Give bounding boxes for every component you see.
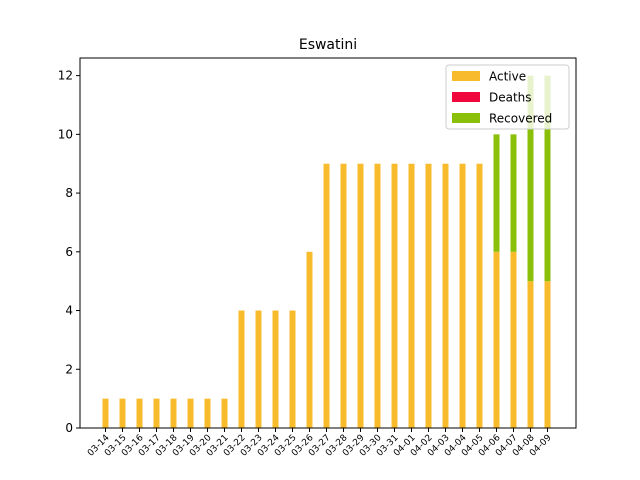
y-tick-label: 10	[58, 127, 73, 141]
bar-active-03-25	[289, 310, 296, 428]
legend-swatch-active	[452, 71, 480, 81]
bar-active-03-14	[102, 398, 109, 428]
bar-active-03-20	[204, 398, 211, 428]
bar-active-03-21	[221, 398, 228, 428]
y-tick-label: 2	[65, 362, 73, 376]
bar-recovered-04-09	[544, 75, 551, 282]
legend-swatch-recovered	[452, 113, 480, 123]
bar-active-03-22	[238, 310, 245, 428]
y-tick-label: 0	[65, 421, 73, 435]
bar-active-04-03	[442, 163, 449, 428]
y-tick-label: 6	[65, 245, 73, 259]
chart-title: Eswatini	[299, 37, 357, 53]
bar-active-03-24	[272, 310, 279, 428]
bar-active-03-30	[374, 163, 381, 428]
bars-group	[102, 75, 551, 428]
bar-active-04-07	[510, 251, 517, 428]
x-axis: 03-1403-1503-1603-1703-1803-1903-2003-21…	[86, 428, 554, 459]
bar-recovered-04-06	[493, 134, 500, 252]
bar-active-03-27	[323, 163, 330, 428]
bar-active-03-17	[153, 398, 160, 428]
bar-active-04-04	[459, 163, 466, 428]
bar-active-03-18	[170, 398, 177, 428]
bar-active-03-31	[391, 163, 398, 428]
bar-active-04-09	[544, 281, 551, 428]
bar-active-03-28	[340, 163, 347, 428]
y-axis: 0 2 4 6 8 10 12	[58, 69, 80, 435]
bar-active-03-15	[119, 398, 126, 428]
y-tick-label: 4	[65, 304, 73, 318]
legend-label-recovered: Recovered	[489, 112, 552, 126]
bar-active-04-05	[476, 163, 483, 428]
plot-frame	[79, 57, 577, 429]
bar-active-03-19	[187, 398, 194, 428]
legend-label-active: Active	[489, 70, 526, 84]
y-tick-label: 12	[58, 69, 73, 83]
bar-active-04-06	[493, 251, 500, 428]
bar-active-03-29	[357, 163, 364, 428]
bar-active-03-26	[306, 251, 313, 428]
legend-swatch-deaths	[452, 92, 480, 102]
bar-recovered-04-07	[510, 134, 517, 252]
bar-active-03-23	[255, 310, 262, 428]
legend: Active Deaths Recovered	[445, 64, 570, 130]
bar-active-03-16	[136, 398, 143, 428]
y-tick-label: 8	[65, 186, 73, 200]
bar-active-04-01	[408, 163, 415, 428]
bar-active-04-02	[425, 163, 432, 428]
legend-label-deaths: Deaths	[489, 91, 532, 105]
bar-recovered-04-08	[527, 75, 534, 282]
bar-active-04-08	[527, 281, 534, 428]
